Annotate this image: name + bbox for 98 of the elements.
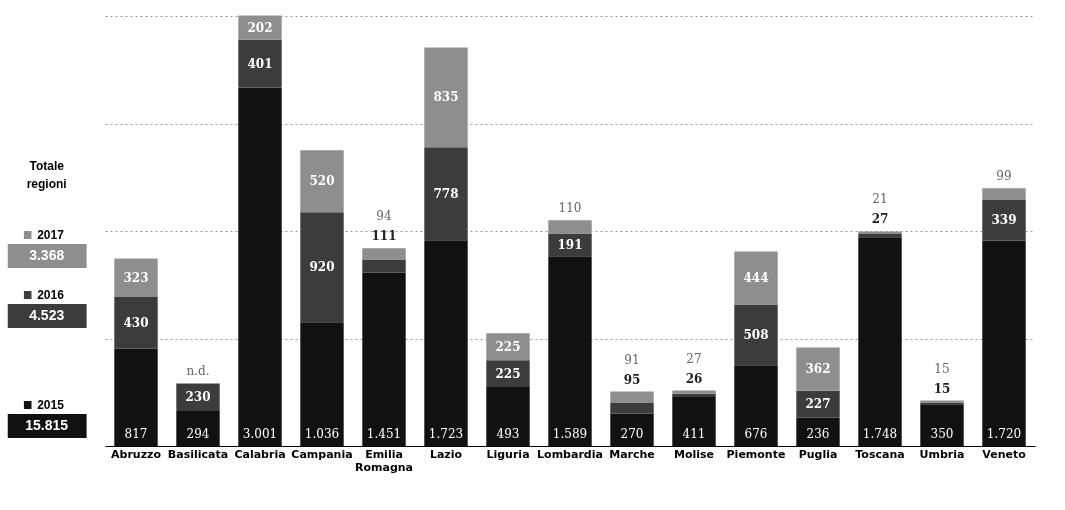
bar <box>672 396 716 446</box>
x-tick-label: Toscana <box>855 447 905 461</box>
bar <box>238 87 282 446</box>
x-tick-label: Puglia <box>798 447 838 461</box>
legend-label: 2017 <box>37 228 65 242</box>
data-label: 444 <box>743 271 769 286</box>
bar <box>300 150 344 213</box>
data-label: 230 <box>185 390 211 405</box>
data-label: 191 <box>557 237 583 252</box>
data-label: 27 <box>871 212 889 227</box>
bar <box>982 200 1026 241</box>
x-tick-label: Piemonte <box>726 447 786 461</box>
data-label: 493 <box>496 427 520 441</box>
x-tick-label: Veneto <box>982 447 1027 461</box>
data-label: 835 <box>433 90 459 105</box>
bar <box>982 188 1026 201</box>
x-tick-label: Basilicata <box>167 447 229 461</box>
bar <box>424 147 468 241</box>
data-label: 411 <box>682 427 706 441</box>
bar <box>982 240 1026 446</box>
bar <box>486 387 530 446</box>
data-label: 350 <box>930 427 954 441</box>
data-label: 94 <box>376 209 392 224</box>
bar <box>858 233 902 238</box>
bar <box>920 404 964 446</box>
data-label: 225 <box>495 339 521 354</box>
data-label: 1.589 <box>552 427 588 441</box>
data-label: 520 <box>309 174 335 189</box>
data-label: 27 <box>686 351 702 366</box>
x-tick-label: Marche <box>609 447 655 461</box>
bar <box>114 258 158 298</box>
text: 15.815 <box>25 417 69 433</box>
x-tick-label: Lombardia <box>537 447 603 461</box>
data-label: 202 <box>247 20 273 35</box>
data-label: 1.036 <box>304 427 340 441</box>
data-label: 91 <box>624 352 640 367</box>
x-tick-label: Liguria <box>486 447 530 461</box>
data-label: 778 <box>433 186 459 201</box>
data-label: 26 <box>685 371 703 386</box>
data-label: 227 <box>805 397 831 412</box>
x-tick-label: Calabria <box>234 447 286 461</box>
data-label: 362 <box>805 362 831 377</box>
x-tick-label: Lazio <box>429 447 463 461</box>
legend-title: Totale regioni <box>26 159 67 191</box>
data-label: 401 <box>247 56 273 71</box>
x-tick-label: Campania <box>291 447 353 461</box>
bar <box>114 297 158 349</box>
bar <box>796 347 840 391</box>
data-label: 339 <box>991 213 1017 228</box>
data-label: 15 <box>934 361 950 376</box>
bar <box>176 410 220 446</box>
data-label: 430 <box>123 315 149 330</box>
data-label: 3.001 <box>242 427 278 441</box>
data-label: 1.451 <box>366 427 402 441</box>
x-tick-label: Umbria <box>919 447 965 461</box>
bar <box>362 248 406 260</box>
data-label: 99 <box>996 169 1012 184</box>
data-label: 236 <box>806 427 830 441</box>
bar <box>300 212 344 323</box>
data-label: 225 <box>495 366 521 381</box>
data-label: 508 <box>743 327 769 342</box>
data-label: 15 <box>933 381 951 396</box>
data-label: 270 <box>620 427 644 441</box>
bar <box>362 272 406 446</box>
data-label: 110 <box>558 201 582 216</box>
x-tick-label: Molise <box>673 447 715 461</box>
bar <box>734 304 778 366</box>
x-tick-label: Abruzzo <box>110 447 162 461</box>
bar <box>796 417 840 446</box>
data-label: 21 <box>872 192 888 207</box>
data-label: 920 <box>309 260 335 275</box>
bar <box>610 402 654 414</box>
bar <box>300 322 344 446</box>
text: 4.523 <box>29 307 65 323</box>
data-label: 95 <box>623 372 641 387</box>
bar <box>858 237 902 446</box>
data-label: 676 <box>744 427 768 441</box>
bar <box>734 251 778 305</box>
data-label: 817 <box>124 427 148 441</box>
data-label: 111 <box>371 229 397 244</box>
data-label: 1.748 <box>862 427 898 441</box>
legend-label: 2015 <box>37 398 65 412</box>
bar <box>548 256 592 446</box>
bar <box>424 240 468 446</box>
bar <box>238 39 282 88</box>
data-label: 323 <box>123 270 149 285</box>
data-label: 1.720 <box>986 427 1022 441</box>
bar <box>610 391 654 403</box>
legend-label: 2016 <box>37 288 65 302</box>
x-tick-label: Emilia Romagna <box>354 447 414 474</box>
data-label: 1.723 <box>428 427 464 441</box>
bar <box>114 348 158 446</box>
text: 3.368 <box>29 247 65 263</box>
text: n.d. <box>186 364 210 379</box>
data-label: 294 <box>186 427 210 441</box>
bar <box>362 259 406 273</box>
bar <box>610 413 654 446</box>
bar <box>734 365 778 446</box>
